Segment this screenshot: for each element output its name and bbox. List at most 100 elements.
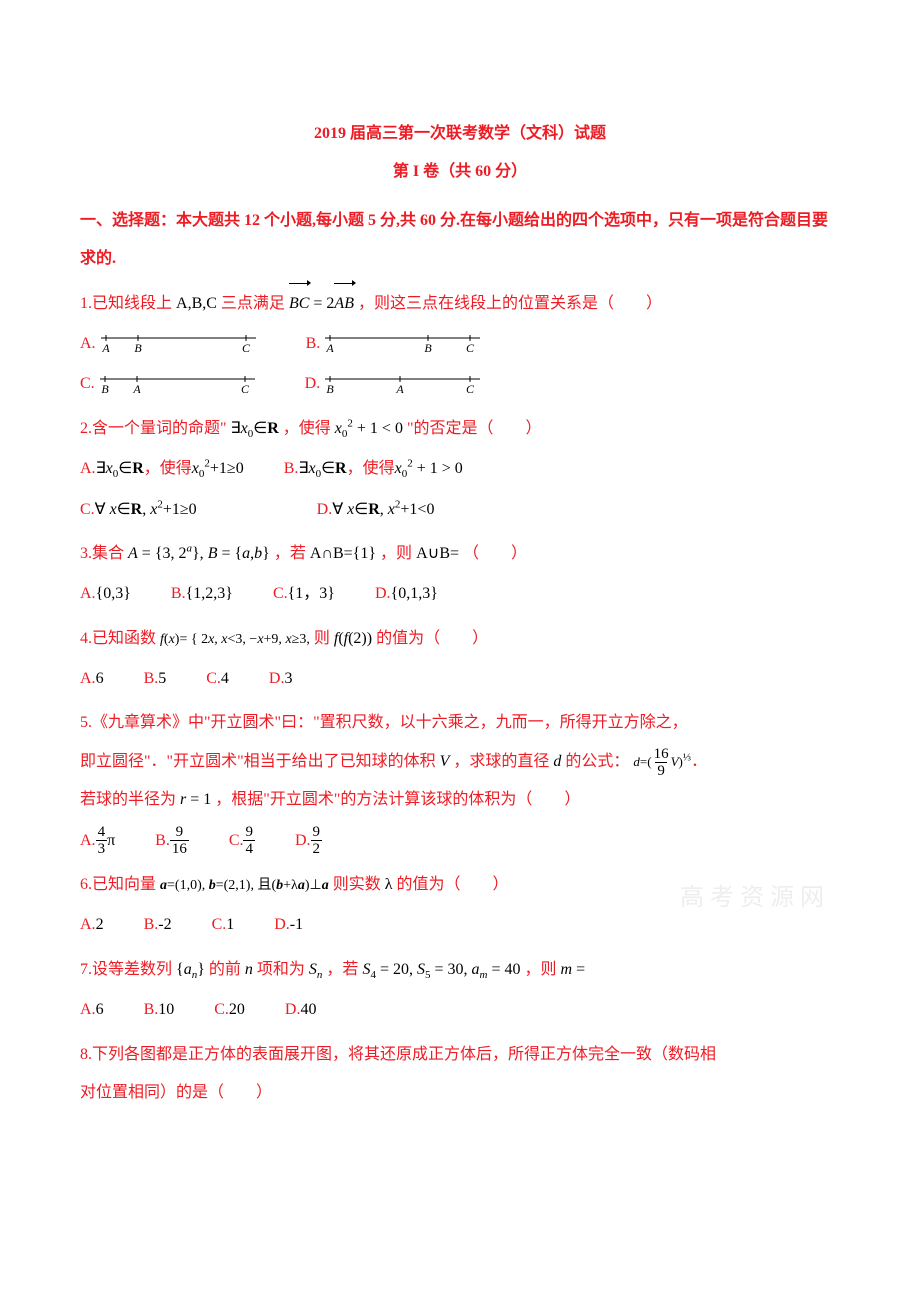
q1-option-d: D. BAC bbox=[305, 365, 491, 403]
question-7: 7.设等差数列 {an} 的前 n 项和为 Sn ，若 S4 = 20, S5 … bbox=[80, 951, 840, 989]
q7-option-c: C. 20 bbox=[214, 991, 245, 1029]
q5-option-c: C. 94 bbox=[229, 822, 255, 860]
q4-option-d: D. 3 bbox=[269, 660, 293, 698]
q4-option-a: A. 6 bbox=[80, 660, 104, 698]
segment-icon: A B C bbox=[320, 332, 490, 356]
q1-option-c: C. BAC bbox=[80, 365, 265, 403]
q7-stem-d: ，若 bbox=[326, 961, 362, 978]
q1-stem-c: ，则这三点在线段上的位置关系是（ ） bbox=[358, 295, 662, 312]
q4-option-c: C. 4 bbox=[206, 660, 229, 698]
q4-option-b: B. 5 bbox=[144, 660, 167, 698]
q7-option-d: D. 40 bbox=[285, 991, 317, 1029]
segment-icon: A B C bbox=[96, 332, 266, 356]
q5-options: A. 43π B. 916 C. 94 D. 92 bbox=[80, 822, 840, 860]
q5-l2a: 即立圆径"．"开立圆术"相当于给出了已知球的体积 bbox=[80, 753, 440, 770]
svg-text:A: A bbox=[326, 341, 335, 355]
page-title: 2019 届高三第一次联考数学（文科）试题 bbox=[80, 115, 840, 153]
q7-stem-c: 项和为 bbox=[257, 961, 309, 978]
q7-var-s: Sn bbox=[309, 961, 323, 978]
q5-line2: 即立圆径"．"开立圆术"相当于给出了已知球的体积 V ，求球的直径 d 的公式：… bbox=[80, 743, 840, 781]
q5-formula: d=(169V)⅓ bbox=[633, 754, 691, 769]
q3-options: A. {0,3} B. {1,2,3} C. {1，3} D. {0,1,3} bbox=[80, 575, 840, 613]
q7-stem-e: ，则 bbox=[524, 961, 560, 978]
q2-a-text: ，使得 bbox=[144, 450, 192, 488]
q4-stem-a: 4.已知函数 bbox=[80, 630, 160, 647]
svg-text:A: A bbox=[132, 382, 141, 396]
q1-math-abc: A,B,C bbox=[176, 295, 217, 312]
q5-option-b: B. 916 bbox=[155, 822, 189, 860]
segment-icon: BAC bbox=[95, 373, 265, 397]
question-2: 2.含一个量词的命题" ∃x0∈R ，使得 x02 + 1 < 0 "的否定是（… bbox=[80, 410, 840, 448]
q1-options-row1: A. ABC B. ABC bbox=[80, 325, 840, 363]
q3-option-c: C. {1，3} bbox=[273, 575, 335, 613]
q2-stem-c: "的否定是（ ） bbox=[407, 420, 542, 437]
q5-var-r: r = 1 bbox=[180, 791, 211, 808]
q3-option-b: B. {1,2,3} bbox=[171, 575, 233, 613]
svg-text:C: C bbox=[466, 341, 475, 355]
q1-option-a: A. ABC bbox=[80, 325, 266, 363]
q7-var-n: n bbox=[245, 961, 253, 978]
svg-text:A: A bbox=[396, 382, 405, 396]
q2-stem-b: ，使得 bbox=[283, 420, 335, 437]
q8-line2: 对位置相同）的是（ ） bbox=[80, 1074, 840, 1112]
q3-math-b: A∩B={1} bbox=[310, 545, 376, 562]
q4-stem-b: 则 bbox=[314, 630, 334, 647]
svg-text:C: C bbox=[466, 382, 475, 396]
question-1: 1.已知线段上 A,B,C 三点满足 BC = 2AB ，则这三点在线段上的位置… bbox=[80, 285, 840, 323]
section-instruction: 一、选择题：本大题共 12 个小题,每小题 5 分,共 60 分.在每小题给出的… bbox=[80, 202, 840, 279]
question-3: 3.集合 A = {3, 2a}, B = {a,b} ，若 A∩B={1} ，… bbox=[80, 535, 840, 573]
q4-math-a: f(x)= { 2x, x<3, −x+9, x≥3, bbox=[160, 632, 310, 647]
svg-text:B: B bbox=[134, 341, 142, 355]
q1-stem-b: 三点满足 bbox=[221, 295, 289, 312]
q5-l3b: ，根据"开立圆术"的方法计算该球的体积为（ ） bbox=[215, 791, 580, 808]
q3-option-a: A. {0,3} bbox=[80, 575, 131, 613]
q7-option-b: B. 10 bbox=[144, 991, 175, 1029]
q5-line3: 若球的半径为 r = 1 ，根据"开立圆术"的方法计算该球的体积为（ ） bbox=[80, 781, 840, 819]
q5-l3a: 若球的半径为 bbox=[80, 791, 180, 808]
q5-line1: 5.《九章算术》中"开立圆术"曰："置积尺数，以十六乘之，九而一，所得开立方除之… bbox=[80, 704, 840, 742]
q2-stem-a: 2.含一个量词的命题" bbox=[80, 420, 227, 437]
q6-stem-c: 的值为（ ） bbox=[396, 876, 508, 893]
question-4: 4.已知函数 f(x)= { 2x, x<3, −x+9, x≥3, 则 f(f… bbox=[80, 620, 840, 658]
svg-text:B: B bbox=[425, 341, 433, 355]
q7-math-a: {an} bbox=[176, 961, 205, 978]
q2-options-row2: C. ∀ x∈R, x2+1≥0 D. ∀ x∈R, x2+1<0 bbox=[80, 491, 840, 529]
q2-math2: x02 + 1 < 0 bbox=[335, 420, 403, 437]
q6-stem-a: 6.已知向量 bbox=[80, 876, 160, 893]
q5-option-d: D. 92 bbox=[295, 822, 322, 860]
segment-icon: BAC bbox=[320, 373, 490, 397]
q3-option-d: D. {0,1,3} bbox=[375, 575, 438, 613]
q7-option-a: A. 6 bbox=[80, 991, 104, 1029]
q5-l2c: 的公式： bbox=[565, 753, 629, 770]
q5-var-v: V bbox=[440, 753, 450, 770]
q1-option-b: B. ABC bbox=[306, 325, 491, 363]
q3-stem-c: ，则 bbox=[380, 545, 416, 562]
q6-math: a=(1,0), b=(2,1), 且(b+λa)⊥a bbox=[160, 878, 329, 893]
q5-l2b: ，求球的直径 bbox=[453, 753, 553, 770]
q5-var-d: d bbox=[553, 753, 561, 770]
svg-text:B: B bbox=[327, 382, 335, 396]
q1-math-vec: BC = 2AB bbox=[289, 295, 354, 312]
q3-stem-d: （ ） bbox=[463, 545, 527, 562]
q6-var: λ bbox=[385, 876, 393, 893]
q2-b-text: ，使得 bbox=[347, 450, 395, 488]
q2-option-c: C. ∀ x∈R, x2+1≥0 bbox=[80, 491, 197, 529]
svg-text:A: A bbox=[101, 341, 110, 355]
q2-options-row1: A. ∃x0∈R，使得 x02+1≥0 B. ∃x0∈R，使得 x02 + 1 … bbox=[80, 450, 840, 488]
q4-math-b: f(f(2)) bbox=[334, 630, 372, 647]
svg-text:C: C bbox=[242, 341, 251, 355]
q2-option-a: A. ∃x0∈R，使得 x02+1≥0 bbox=[80, 450, 244, 488]
q3-stem-b: ，若 bbox=[274, 545, 310, 562]
page-subtitle: 第 I 卷（共 60 分） bbox=[80, 153, 840, 191]
q7-var-m: m = bbox=[561, 961, 586, 978]
question-8: 8.下列各图都是正方体的表面展开图，将其还原成正方体后，所得正方体完全一致（数码… bbox=[80, 1036, 840, 1113]
q7-stem-a: 7.设等差数列 bbox=[80, 961, 176, 978]
q2-option-d: D. ∀ x∈R, x2+1<0 bbox=[317, 491, 435, 529]
q6-stem-b: 则实数 bbox=[333, 876, 385, 893]
q6-option-c: C. 1 bbox=[212, 906, 235, 944]
q7-options: A. 6 B. 10 C. 20 D. 40 bbox=[80, 991, 840, 1029]
q4-options: A. 6 B. 5 C. 4 D. 3 bbox=[80, 660, 840, 698]
q6-options: A. 2 B. -2 C. 1 D. -1 bbox=[80, 906, 840, 944]
q7-cond: S4 = 20, S5 = 30, am = 40 bbox=[362, 961, 520, 978]
q1-stem-a: 1.已知线段上 bbox=[80, 295, 176, 312]
